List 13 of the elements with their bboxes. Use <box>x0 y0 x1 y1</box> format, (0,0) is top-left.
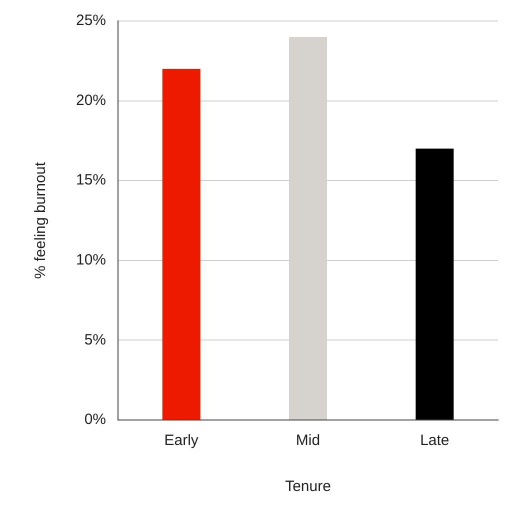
y-tick-label: 25% <box>76 12 106 30</box>
x-axis-title: Tenure <box>285 478 331 496</box>
y-tick-label: 10% <box>76 252 106 269</box>
bar <box>416 148 454 420</box>
y-tick-label: 5% <box>84 331 106 348</box>
x-tick-label: Mid <box>296 432 320 450</box>
y-tick-label: 0% <box>84 411 106 428</box>
x-tick-label: Early <box>164 432 199 450</box>
y-tick-label: 15% <box>76 172 106 189</box>
bar <box>162 68 200 420</box>
y-axis-title: % feeling burnout <box>32 161 50 279</box>
x-tick-label: Late <box>420 432 450 450</box>
y-tick-label: 20% <box>76 92 106 109</box>
